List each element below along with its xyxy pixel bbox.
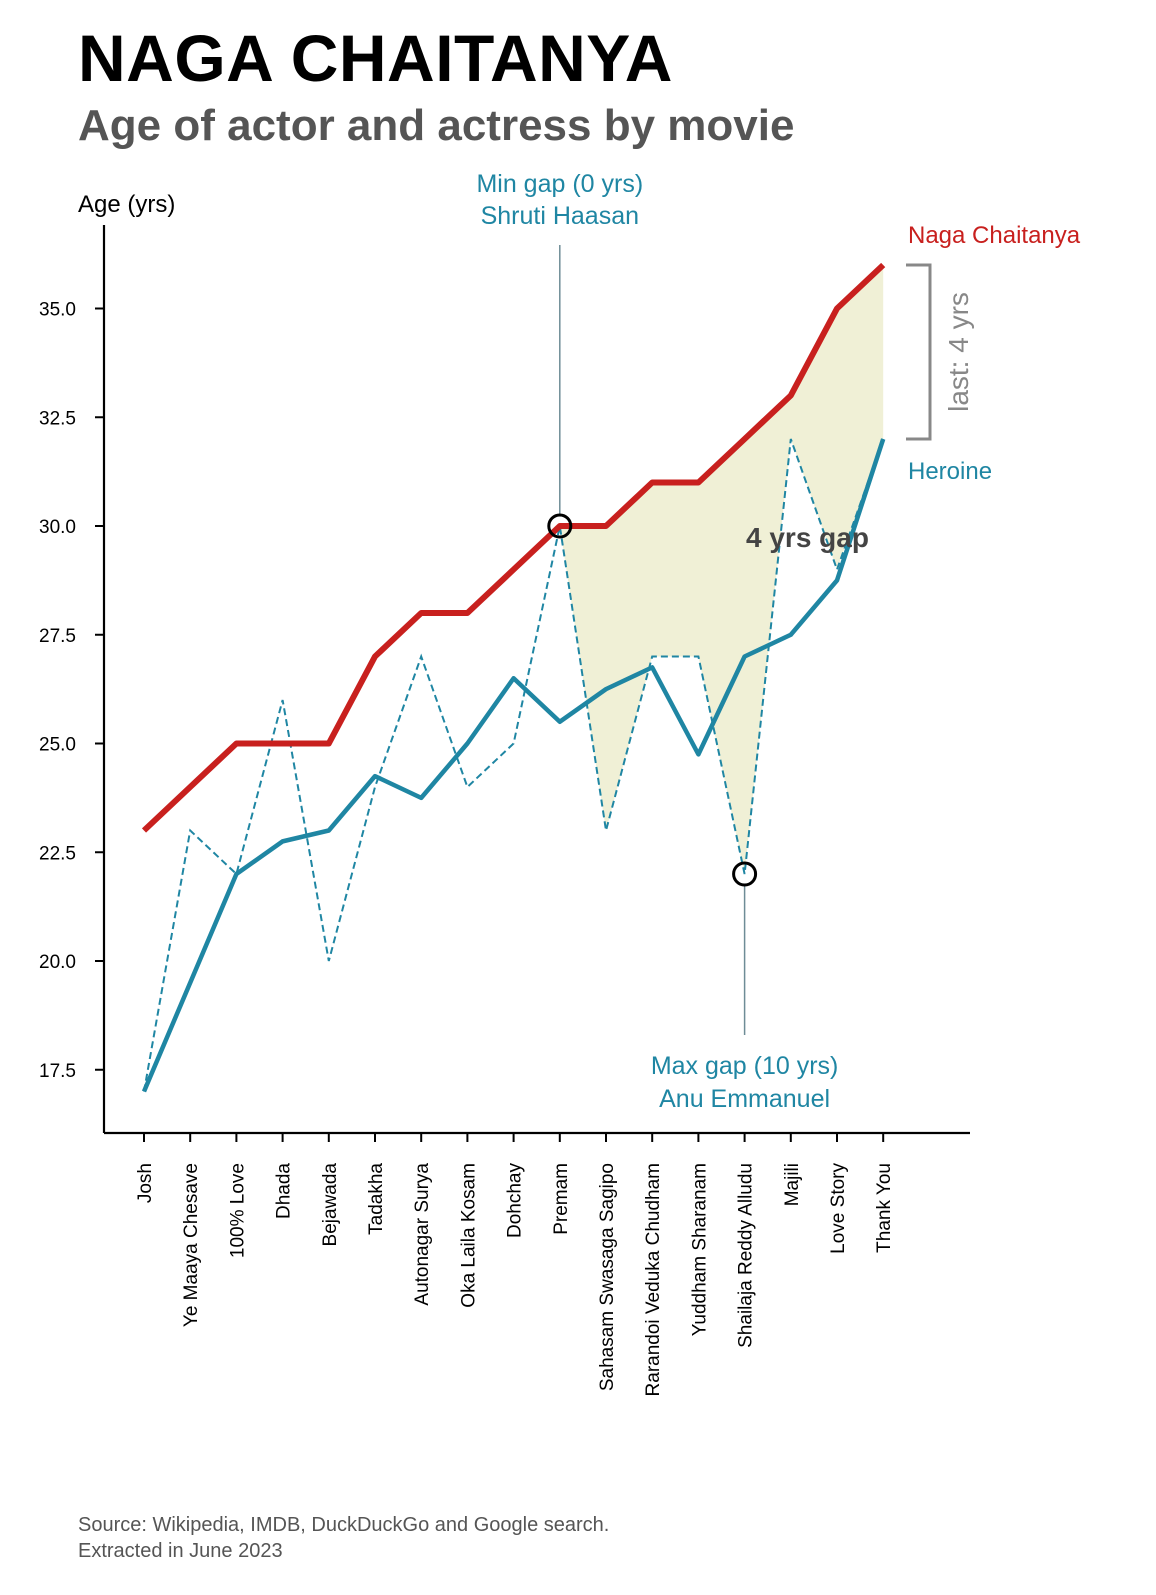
x-tick-label: Bejawada — [320, 1163, 341, 1247]
last-gap-bracket — [906, 263, 932, 441]
legend-label-heroine: Heroine — [908, 458, 992, 485]
x-tick-label: 100% Love — [227, 1163, 248, 1258]
y-tick-label: 25.0 — [39, 735, 76, 756]
x-ticks: Josh Ye Maaya Chesave 100% Love Dhada Bejawa… — [135, 1133, 895, 1396]
y-tick-label: 22.5 — [39, 843, 76, 864]
y-axis-label: Age (yrs) — [78, 191, 175, 218]
gap-label: 4 yrs gap — [746, 522, 869, 553]
x-tick-label: Sahasam Swasaga Sagipo — [597, 1163, 618, 1391]
source-note: Source: Wikipedia, IMDB, DuckDuckGo and … — [78, 1512, 609, 1564]
y-tick-label: 20.0 — [39, 952, 76, 973]
x-tick-label: Dohchay — [505, 1163, 526, 1238]
x-tick-label: Autonagar Surya — [412, 1163, 433, 1306]
chart-title: NAGA CHAITANYA — [78, 21, 673, 95]
x-tick-label: Rarandoi Veduka Chudham — [643, 1163, 664, 1396]
min-gap-marker — [547, 513, 573, 539]
min-gap-annotation-name: Shruti Haasan — [481, 202, 639, 230]
y-tick-label: 30.0 — [39, 517, 76, 538]
max-gap-annotation-name: Anu Emmanuel — [659, 1085, 830, 1113]
y-ticks: 17.5 20.0 22.5 25.0 27.5 30.0 32.5 35.0 — [39, 300, 104, 1082]
source-line-1: Source: Wikipedia, IMDB, DuckDuckGo and … — [78, 1514, 610, 1536]
x-tick-label: Premam — [551, 1163, 572, 1235]
x-tick-label: Shailaja Reddy Alludu — [736, 1163, 757, 1348]
x-tick-label: Tadakha — [366, 1163, 387, 1235]
max-gap-marker — [732, 861, 758, 887]
x-tick-label: Thank You — [874, 1163, 895, 1253]
max-gap-annotation-title: Max gap (10 yrs) — [651, 1052, 839, 1080]
last-gap-label: last: 4 yrs — [943, 292, 974, 412]
y-tick-label: 17.5 — [39, 1061, 76, 1082]
x-tick-label: Josh — [135, 1163, 156, 1203]
y-tick-label: 27.5 — [39, 626, 76, 647]
x-tick-label: Yuddham Sharanam — [689, 1163, 710, 1336]
y-tick-label: 32.5 — [39, 408, 76, 429]
x-tick-label: Love Story — [828, 1163, 849, 1254]
line-chart: 17.5 20.0 22.5 25.0 27.5 30.0 32.5 35.0 Josh Ye … — [39, 170, 1081, 1396]
gap-fill-area — [559, 265, 884, 874]
source-line-2: Extracted in June 2023 — [78, 1540, 283, 1562]
x-tick-label: Dhada — [274, 1163, 295, 1219]
x-tick-label: Ye Maaya Chesave — [181, 1163, 202, 1327]
min-gap-annotation-title: Min gap (0 yrs) — [476, 170, 643, 198]
series-heroine-actual-line — [143, 438, 885, 1092]
legend-label-actor: Naga Chaitanya — [908, 222, 1081, 249]
y-tick-label: 35.0 — [39, 300, 76, 321]
x-tick-label: Majili — [782, 1163, 803, 1206]
x-tick-label: Oka Laila Kosam — [458, 1163, 479, 1308]
chart-subtitle: Age of actor and actress by movie — [78, 101, 795, 150]
